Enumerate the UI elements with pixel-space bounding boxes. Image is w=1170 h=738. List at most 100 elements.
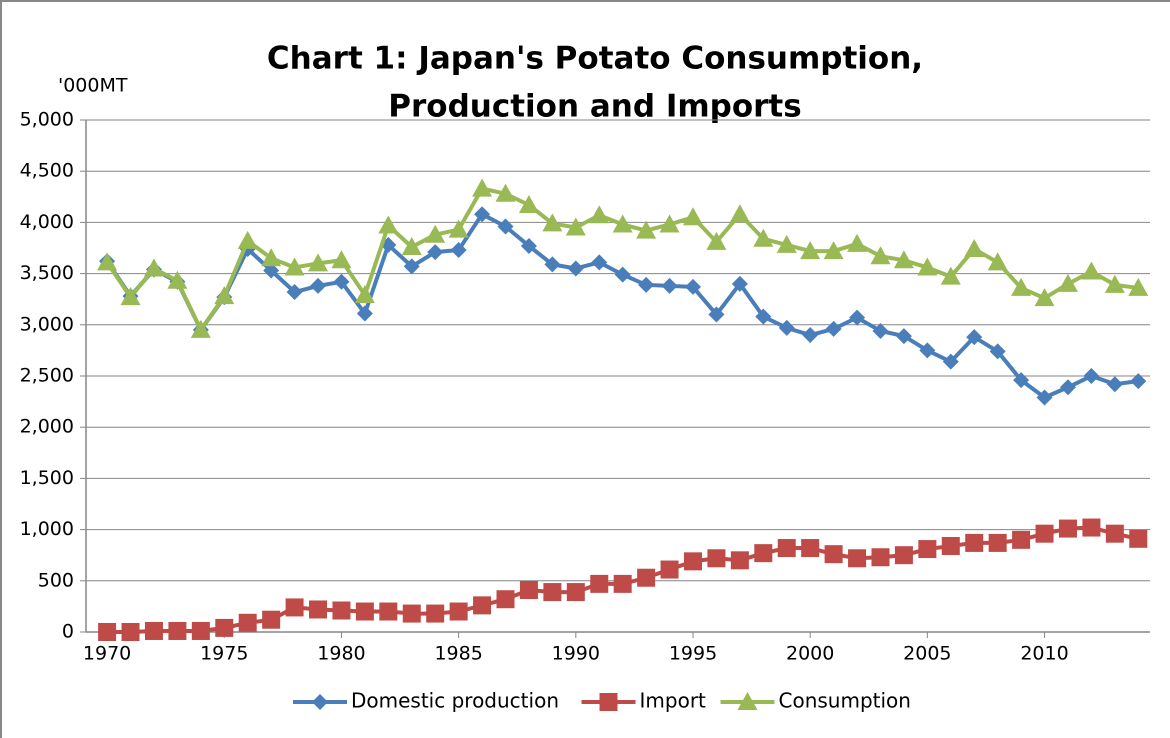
data-point	[450, 242, 467, 259]
data-point	[802, 327, 819, 344]
data-point	[917, 257, 938, 276]
data-point	[824, 545, 843, 564]
data-point	[637, 568, 656, 587]
data-point	[403, 258, 420, 275]
legend-label: Import	[640, 689, 707, 713]
data-point	[1012, 530, 1031, 549]
data-point	[919, 342, 936, 359]
data-point	[659, 214, 680, 233]
data-point	[286, 284, 303, 301]
legend-label: Domestic production	[351, 689, 559, 713]
data-point	[310, 277, 327, 294]
x-tick-label: 2000	[786, 643, 834, 665]
data-point	[519, 581, 538, 600]
y-tick-label: 1,500	[20, 467, 74, 489]
chart-title: Production and Imports	[388, 89, 801, 125]
legend-marker	[312, 694, 328, 710]
legend-marker	[599, 693, 618, 711]
data-point	[144, 621, 163, 640]
data-point	[544, 256, 561, 273]
data-point	[1130, 373, 1147, 390]
data-point	[97, 252, 118, 271]
data-point	[262, 610, 281, 629]
data-point	[98, 623, 117, 641]
data-point	[754, 544, 773, 563]
data-point	[448, 219, 469, 238]
data-point	[612, 214, 633, 233]
x-tick-label: 1995	[669, 643, 717, 665]
data-point	[1057, 273, 1078, 292]
legend-marker	[737, 692, 758, 710]
data-point	[121, 623, 140, 641]
data-point	[964, 239, 985, 258]
data-point	[378, 215, 399, 234]
data-point	[778, 319, 795, 336]
data-point	[1128, 277, 1149, 296]
data-point	[1013, 372, 1030, 389]
y-tick-label: 3,000	[20, 313, 74, 335]
data-point	[965, 533, 984, 552]
y-tick-label: 5,000	[20, 109, 74, 131]
data-point	[777, 539, 796, 558]
data-point	[168, 621, 187, 640]
y-tick-label: 4,500	[20, 160, 74, 182]
data-point	[191, 621, 210, 640]
data-point	[660, 560, 679, 579]
data-point	[331, 250, 352, 269]
data-point	[849, 309, 866, 326]
data-point	[426, 604, 445, 623]
data-point	[730, 551, 749, 570]
data-point	[473, 596, 492, 615]
data-point	[1059, 379, 1076, 396]
data-point	[753, 228, 774, 247]
data-point	[590, 574, 609, 593]
data-point	[1011, 277, 1032, 296]
data-point	[496, 590, 515, 609]
data-point	[731, 275, 748, 292]
data-point	[285, 598, 304, 617]
y-tick-label: 1,000	[20, 518, 74, 540]
data-point	[401, 236, 422, 255]
data-point	[215, 618, 234, 637]
data-point	[474, 206, 491, 223]
y-tick-label: 2,000	[20, 416, 74, 438]
data-point	[263, 262, 280, 279]
data-point	[591, 254, 608, 271]
data-point	[143, 258, 164, 277]
x-tick-label: 1985	[434, 643, 482, 665]
data-point	[895, 328, 912, 345]
data-point	[1083, 368, 1100, 384]
data-point	[800, 241, 821, 260]
data-point	[355, 602, 374, 621]
data-point	[427, 244, 444, 261]
data-point	[120, 287, 141, 306]
data-point	[1106, 376, 1123, 393]
data-point	[379, 602, 398, 621]
data-point	[801, 539, 820, 558]
data-point	[729, 204, 750, 223]
data-point	[1129, 529, 1148, 548]
data-point	[589, 205, 610, 224]
data-point	[237, 230, 258, 249]
data-point	[1034, 288, 1055, 307]
data-point	[706, 231, 727, 250]
legend-label: Consumption	[779, 689, 911, 713]
data-point	[755, 308, 772, 325]
y-tick-label: 3,500	[20, 262, 74, 284]
data-point	[683, 552, 702, 571]
y-axis-label: '000MT	[58, 75, 128, 97]
y-tick-label: 500	[38, 569, 74, 591]
data-point	[261, 248, 282, 267]
data-point	[190, 319, 211, 338]
data-point	[566, 583, 585, 602]
y-tick-label: 4,000	[20, 211, 74, 233]
data-point	[167, 270, 188, 289]
data-point	[684, 278, 701, 295]
x-tick-label: 1970	[83, 643, 131, 665]
data-point	[661, 277, 678, 294]
data-point	[1035, 524, 1054, 543]
data-point	[1036, 389, 1053, 406]
x-tick-label: 1980	[317, 643, 365, 665]
